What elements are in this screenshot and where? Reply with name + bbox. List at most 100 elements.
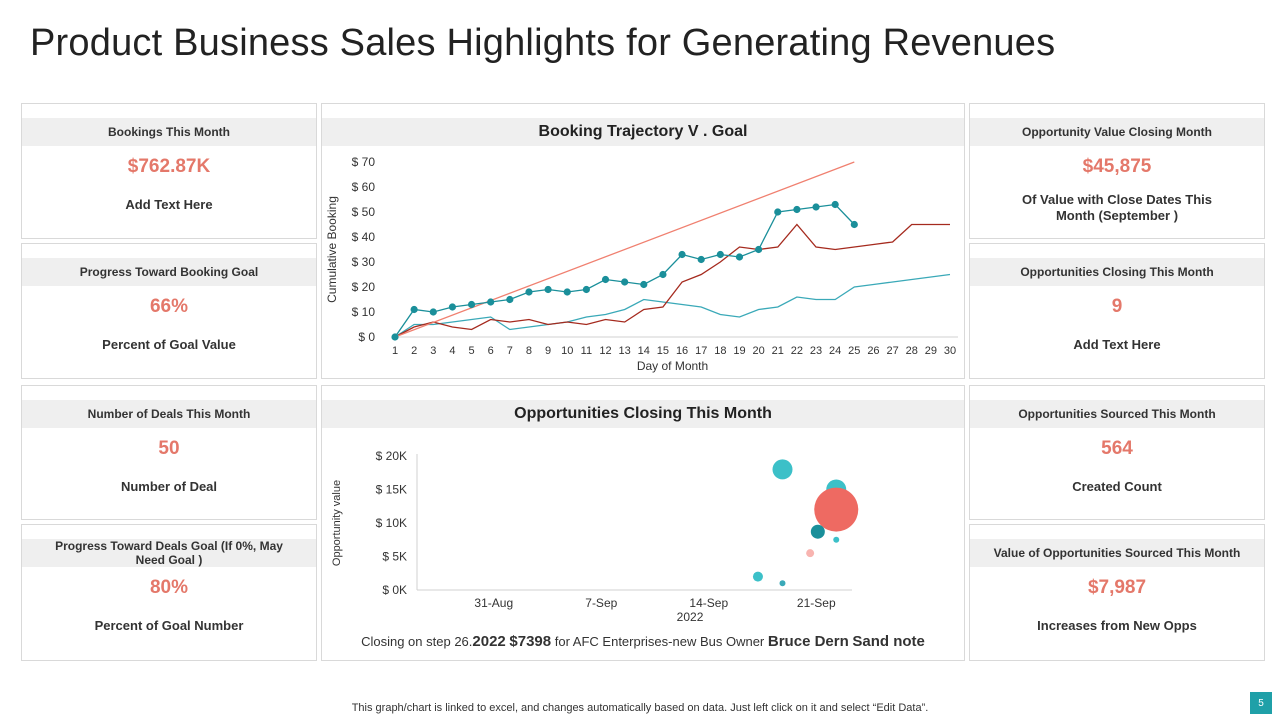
data-point: [391, 333, 399, 341]
y-axis-title: Cumulative Booking: [325, 196, 339, 303]
x-tick-label: 31-Aug: [474, 596, 513, 610]
series-line-prior: [394, 273, 951, 338]
booking-trajectory-chart[interactable]: $ 0$ 10$ 20$ 30$ 40$ 50$ 60$ 701 2 3 4 5 6 7 8 9…: [322, 104, 964, 378]
chart-title: Booking Trajectory V . Goal: [322, 118, 964, 146]
x-tick-label: 20: [752, 345, 764, 357]
data-point: [812, 203, 820, 211]
data-point: [525, 288, 533, 296]
card-subtext: Created Count: [1072, 479, 1162, 494]
card-subtext: Number of Deal: [120, 479, 218, 494]
card-heading: Value of Opportunities Sourced This Mont…: [970, 539, 1264, 567]
x-axis-title: Day of Month: [637, 359, 708, 373]
card-progress-booking[interactable]: Progress Toward Booking Goal 66% Percent…: [21, 243, 317, 379]
bubble-point: [752, 571, 763, 582]
x-tick-label: 8: [526, 345, 532, 357]
card-heading: Opportunities Sourced This Month: [970, 400, 1264, 428]
x-tick-label: 19: [733, 345, 745, 357]
card-deals[interactable]: Number of Deals This Month 50 Number of …: [21, 385, 317, 520]
x-tick-label: 22: [791, 345, 803, 357]
x-tick-label: 5: [468, 345, 474, 357]
closing-owner: Bruce Dern: [767, 633, 849, 650]
card-value: $762.87K: [127, 156, 211, 177]
bubble-point: [772, 459, 793, 480]
closing-prefix: Closing on step 26.: [361, 634, 473, 649]
x-tick-label: 9: [545, 345, 551, 357]
card-value: 66%: [149, 296, 189, 317]
data-point: [697, 255, 705, 264]
data-point: [544, 285, 552, 294]
data-point: [850, 220, 858, 229]
chart-title: Opportunities Closing This Month: [322, 400, 964, 428]
card-subtext: Of Value with Close Dates This Month (Se…: [1022, 192, 1212, 223]
y-tick-label: $ 50: [352, 205, 376, 219]
bubble-point: [814, 487, 859, 532]
x-tick-label: 7-Sep: [585, 596, 617, 610]
x-tick-label: 1: [392, 345, 398, 357]
x-tick-label: 28: [906, 345, 918, 357]
card-heading: Opportunity Value Closing Month: [970, 118, 1264, 146]
card-sourced-value[interactable]: Value of Opportunities Sourced This Mont…: [969, 524, 1265, 661]
card-progress-deals[interactable]: Progress Toward Deals Goal (If 0%, May N…: [21, 524, 317, 661]
y-tick-label: $ 15K: [376, 483, 407, 497]
x-axis-title: 2022: [677, 610, 704, 624]
data-point: [563, 288, 571, 296]
data-point: [429, 308, 437, 316]
data-point: [640, 280, 648, 289]
card-subtext: Add Text Here: [1073, 337, 1161, 352]
y-tick-label: $ 60: [352, 180, 376, 194]
card-heading: Bookings This Month: [22, 118, 316, 146]
x-tick-label: 21: [772, 345, 784, 357]
card-value: 9: [1111, 296, 1123, 317]
card-opportunity-value[interactable]: Opportunity Value Closing Month $45,875 …: [969, 103, 1265, 239]
bubble-point: [810, 524, 825, 539]
card-subtext: Percent of Goal Number: [94, 618, 244, 633]
card-subtext: Increases from New Opps: [1037, 618, 1197, 633]
opportunities-closing-chart[interactable]: $ 0K $ 5K $ 10K $ 15K $ 20K 31-Aug 7-Sep 14-Sep…: [322, 386, 964, 660]
x-tick-label: 7: [507, 345, 513, 357]
card-opportunities-sourced[interactable]: Opportunities Sourced This Month 564 Cre…: [969, 385, 1265, 520]
x-tick-label: 23: [810, 345, 822, 357]
x-tick-label: 2: [411, 345, 417, 357]
x-tick-label: 14-Sep: [689, 596, 728, 610]
bubble-point: [833, 536, 840, 543]
y-tick-label: $ 40: [352, 230, 376, 244]
card-value: 50: [158, 438, 180, 459]
y-tick-label: $ 5K: [382, 550, 407, 564]
x-tick-label: 30: [944, 345, 956, 357]
x-tick-label: 26: [867, 345, 879, 357]
card-opportunities-closing[interactable]: Opportunities Closing This Month 9 Add T…: [969, 243, 1265, 379]
y-tick-label: $ 70: [352, 155, 376, 169]
card-heading: Progress Toward Deals Goal (If 0%, May N…: [22, 539, 316, 567]
card-subtext: Add Text Here: [125, 197, 213, 212]
data-point: [716, 250, 724, 259]
bubble-point: [806, 549, 815, 558]
x-tick-label: 12: [599, 345, 611, 357]
closing-amount: $7398: [509, 633, 552, 650]
x-tick-label: 16: [676, 345, 688, 357]
data-point: [601, 275, 610, 284]
data-point: [774, 208, 782, 216]
y-tick-label: $ 0: [358, 330, 375, 344]
data-point: [467, 300, 476, 309]
opportunities-closing-panel[interactable]: Opportunities Closing This Month $ 0K $ 5…: [321, 385, 965, 661]
y-tick-label: $ 30: [352, 255, 376, 269]
y-tick-label: $ 20K: [376, 449, 407, 463]
data-point: [659, 270, 667, 279]
y-tick-label: $ 10K: [376, 516, 407, 530]
series-line-goal: [394, 161, 855, 338]
data-point: [735, 253, 744, 261]
bubble-point: [779, 580, 786, 587]
x-tick-label: 25: [848, 345, 860, 357]
data-point: [582, 285, 590, 294]
data-point: [448, 303, 457, 311]
y-axis-title: Opportunity value: [331, 480, 343, 566]
closing-year: 2022: [472, 633, 506, 650]
x-tick-label: 6: [488, 345, 494, 357]
card-heading: Progress Toward Booking Goal: [22, 258, 316, 286]
card-bookings[interactable]: Bookings This Month $762.87K Add Text He…: [21, 103, 317, 239]
booking-trajectory-panel[interactable]: Booking Trajectory V . Goal $ 0 $ 10 $ 20 $…: [321, 103, 965, 379]
data-point: [793, 205, 801, 214]
data-point: [755, 245, 763, 254]
x-tick-label: 15: [657, 345, 669, 357]
closing-sand-note: Sand note: [852, 633, 925, 650]
